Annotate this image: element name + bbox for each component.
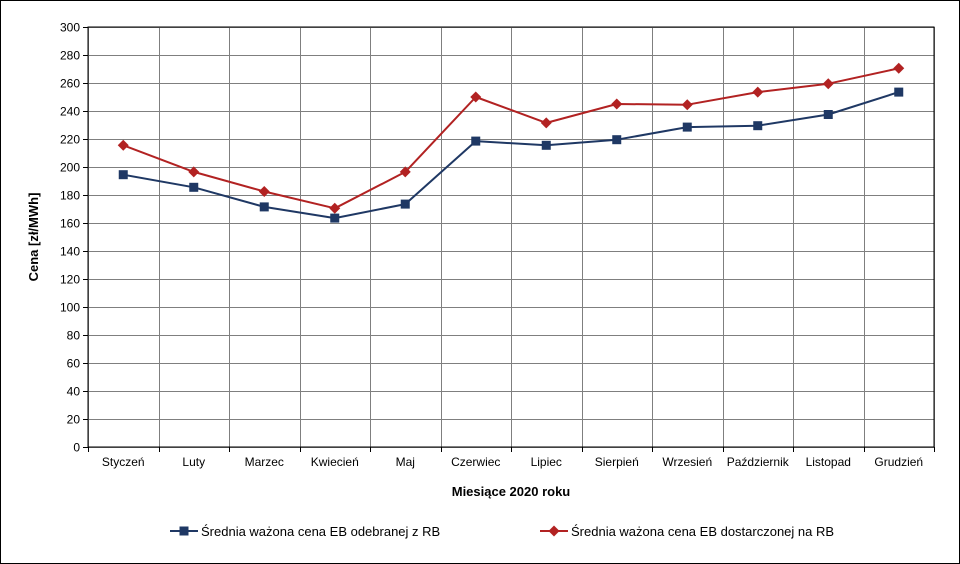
x-axis-label: Miesiące 2020 roku: [452, 484, 571, 499]
y-tick-label: 120: [60, 273, 80, 287]
y-tick-label: 20: [67, 413, 81, 427]
data-point: [753, 121, 763, 131]
x-tick-label: Czerwiec: [451, 455, 500, 469]
y-tick-label: 180: [60, 189, 80, 203]
y-tick-label: 40: [67, 385, 81, 399]
y-tick-label: 0: [73, 441, 80, 455]
legend: Średnia ważona cena EB odebranej z RB Śre…: [170, 524, 834, 539]
data-point: [822, 78, 834, 90]
x-tick-label: Sierpień: [595, 455, 639, 469]
x-tick-label: Kwiecień: [311, 455, 359, 469]
y-axis-ticks: 0 20 40 60 80 100 120 140 160 180 200 220 240 260 280 3…: [60, 21, 88, 455]
data-point: [188, 166, 200, 178]
y-axis-label: Cena [zł/MWh]: [26, 193, 41, 282]
data-point: [330, 213, 340, 223]
data-point: [893, 62, 905, 74]
data-point: [612, 135, 622, 145]
y-tick-label: 220: [60, 133, 80, 147]
data-point: [329, 202, 341, 214]
data-point: [189, 182, 199, 192]
data-point: [470, 91, 482, 103]
data-point: [399, 166, 411, 178]
data-point: [682, 122, 692, 132]
x-tick-label: Listopad: [806, 455, 851, 469]
legend-item-1: Średnia ważona cena EB odebranej z RB: [170, 524, 440, 539]
x-axis-ticks: Styczeń Luty Marzec Kwiecień Maj Czerwiec Lipi…: [88, 447, 935, 469]
data-point: [541, 140, 551, 150]
y-tick-label: 240: [60, 105, 80, 119]
y-tick-label: 80: [67, 329, 81, 343]
data-point: [471, 136, 481, 146]
data-point: [258, 186, 270, 197]
data-point: [400, 199, 410, 209]
y-tick-label: 260: [60, 77, 80, 91]
data-point: [259, 202, 269, 212]
data-point: [117, 139, 129, 151]
series-1: [118, 87, 904, 223]
data-point: [894, 87, 904, 97]
y-tick-label: 100: [60, 301, 80, 315]
grid: [88, 27, 935, 448]
data-point: [752, 86, 764, 98]
x-tick-label: Październik: [727, 455, 790, 469]
y-tick-label: 200: [60, 161, 80, 175]
series-line: [122, 67, 900, 210]
data-point: [681, 99, 693, 111]
x-tick-label: Lipiec: [531, 455, 562, 469]
legend-label: Średnia ważona cena EB odebranej z RB: [201, 524, 440, 539]
y-tick-label: 300: [60, 21, 80, 35]
y-tick-label: 140: [60, 245, 80, 259]
legend-marker: [179, 526, 189, 536]
x-tick-label: Maj: [396, 455, 415, 469]
legend-item-2: Średnia ważona cena EB dostarczonej na R…: [540, 524, 834, 539]
y-tick-label: 60: [67, 357, 81, 371]
data-point: [611, 98, 623, 110]
x-tick-label: Luty: [182, 455, 205, 469]
series-2: [117, 62, 905, 214]
data-point: [540, 117, 552, 129]
series-group: [117, 62, 905, 223]
x-tick-label: Marzec: [245, 455, 284, 469]
series-line: [123, 91, 900, 220]
x-tick-label: Grudzień: [874, 455, 923, 469]
data-point: [118, 170, 128, 180]
data-point: [823, 110, 833, 119]
y-tick-label: 160: [60, 217, 80, 231]
x-tick-label: Wrzesień: [662, 455, 712, 469]
legend-marker: [548, 525, 560, 537]
x-tick-label: Styczeń: [102, 455, 145, 469]
legend-label: Średnia ważona cena EB dostarczonej na R…: [571, 524, 834, 539]
y-tick-label: 280: [60, 49, 80, 63]
